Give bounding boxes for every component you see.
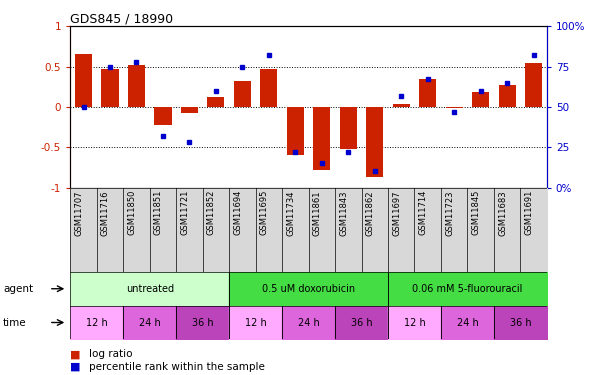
Text: GDS845 / 18990: GDS845 / 18990 [70, 12, 174, 25]
Bar [445, 107, 463, 108]
Bar [499, 85, 516, 107]
Text: agent: agent [3, 284, 33, 294]
Bar [207, 97, 224, 107]
Text: GSM11861: GSM11861 [313, 190, 322, 236]
Text: GSM11721: GSM11721 [180, 190, 189, 236]
Text: GSM11851: GSM11851 [154, 190, 163, 236]
Text: GSM11695: GSM11695 [260, 190, 269, 236]
Text: untreated: untreated [126, 284, 174, 294]
Text: GSM11691: GSM11691 [525, 190, 533, 236]
Text: 36 h: 36 h [192, 318, 213, 327]
Bar [128, 65, 145, 107]
Bar [101, 69, 119, 107]
Text: 24 h: 24 h [139, 318, 161, 327]
Bar [525, 63, 542, 107]
Text: 12 h: 12 h [245, 318, 266, 327]
Text: 24 h: 24 h [298, 318, 320, 327]
Bar [234, 81, 251, 107]
Bar [181, 107, 198, 112]
Text: 12 h: 12 h [86, 318, 108, 327]
Text: GSM11694: GSM11694 [233, 190, 243, 236]
Text: GSM11843: GSM11843 [339, 190, 348, 236]
Bar [393, 105, 410, 107]
Text: ■: ■ [70, 350, 81, 359]
Bar [472, 92, 489, 107]
Text: GSM11734: GSM11734 [287, 190, 295, 236]
Bar [287, 107, 304, 155]
Text: ■: ■ [70, 362, 81, 372]
Text: GSM11852: GSM11852 [207, 190, 216, 236]
Text: time: time [3, 318, 27, 327]
Text: GSM11716: GSM11716 [101, 190, 110, 236]
Bar [419, 79, 436, 107]
Bar [366, 107, 383, 177]
Text: 0.5 uM doxorubicin: 0.5 uM doxorubicin [262, 284, 355, 294]
Bar [313, 107, 331, 170]
Text: percentile rank within the sample: percentile rank within the sample [89, 362, 265, 372]
Text: 24 h: 24 h [456, 318, 478, 327]
Text: GSM11845: GSM11845 [472, 190, 481, 236]
Bar [155, 107, 172, 124]
Text: GSM11697: GSM11697 [392, 190, 401, 236]
Text: GSM11850: GSM11850 [128, 190, 136, 236]
Text: GSM11707: GSM11707 [75, 190, 84, 236]
Bar [340, 107, 357, 149]
Text: 0.06 mM 5-fluorouracil: 0.06 mM 5-fluorouracil [412, 284, 522, 294]
Text: 36 h: 36 h [510, 318, 531, 327]
Text: log ratio: log ratio [89, 350, 132, 359]
Text: 36 h: 36 h [351, 318, 372, 327]
Text: GSM11723: GSM11723 [445, 190, 454, 236]
Bar [75, 54, 92, 107]
Bar [260, 69, 277, 107]
Text: 12 h: 12 h [404, 318, 425, 327]
Text: GSM11683: GSM11683 [498, 190, 507, 236]
Text: GSM11862: GSM11862 [366, 190, 375, 236]
Text: GSM11714: GSM11714 [419, 190, 428, 236]
